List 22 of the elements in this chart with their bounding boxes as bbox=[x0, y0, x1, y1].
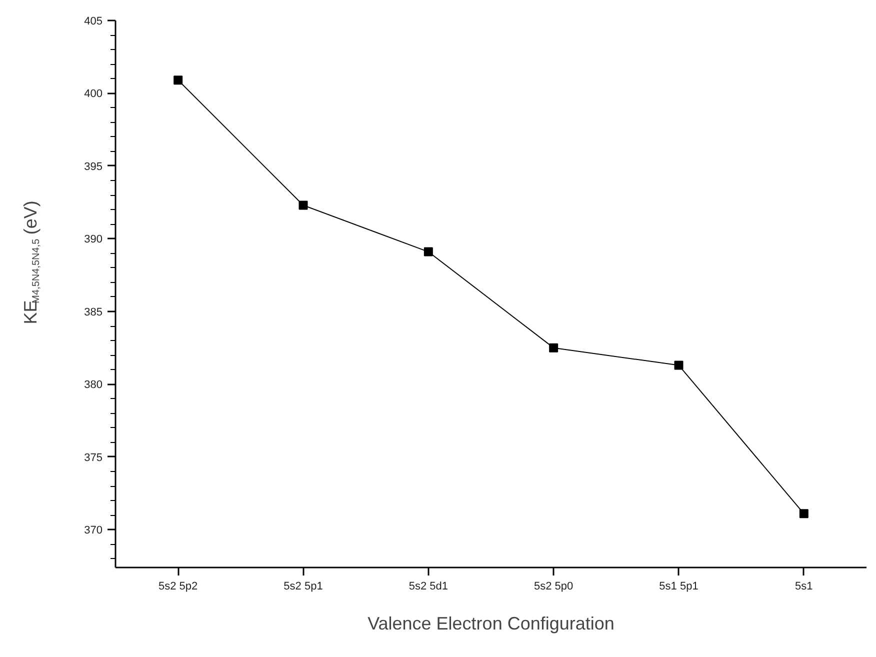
x-tick-label: 5s2 5p0 bbox=[534, 580, 574, 592]
y-tick-label: 380 bbox=[84, 379, 103, 392]
point bbox=[674, 360, 684, 370]
y-tick-label: 395 bbox=[84, 160, 103, 173]
y-tick-label: 385 bbox=[84, 306, 103, 318]
x-tick-label: 5s2 5p2 bbox=[158, 580, 198, 592]
point bbox=[799, 509, 808, 518]
x-tick-label: 5s2 5p1 bbox=[284, 580, 323, 592]
y-tick-label: 400 bbox=[84, 88, 103, 100]
point bbox=[424, 247, 433, 256]
y-tick-label: 370 bbox=[84, 524, 103, 537]
point bbox=[174, 76, 183, 85]
y-axis-title: KEM4,5N4,5N4,5 (eV) bbox=[20, 200, 42, 324]
x-tick-label: 5s2 5d1 bbox=[408, 580, 448, 592]
point bbox=[549, 343, 558, 352]
y-tick-label: 390 bbox=[84, 234, 103, 246]
y-tick-label: 375 bbox=[84, 452, 103, 464]
y-tick-label: 405 bbox=[84, 16, 103, 28]
x-tick-label: 5s1 bbox=[795, 580, 813, 592]
x-tick-label: 5s1 5p1 bbox=[659, 580, 698, 592]
x-axis-title: Valence Electron Configuration bbox=[368, 614, 614, 634]
point bbox=[298, 200, 308, 210]
